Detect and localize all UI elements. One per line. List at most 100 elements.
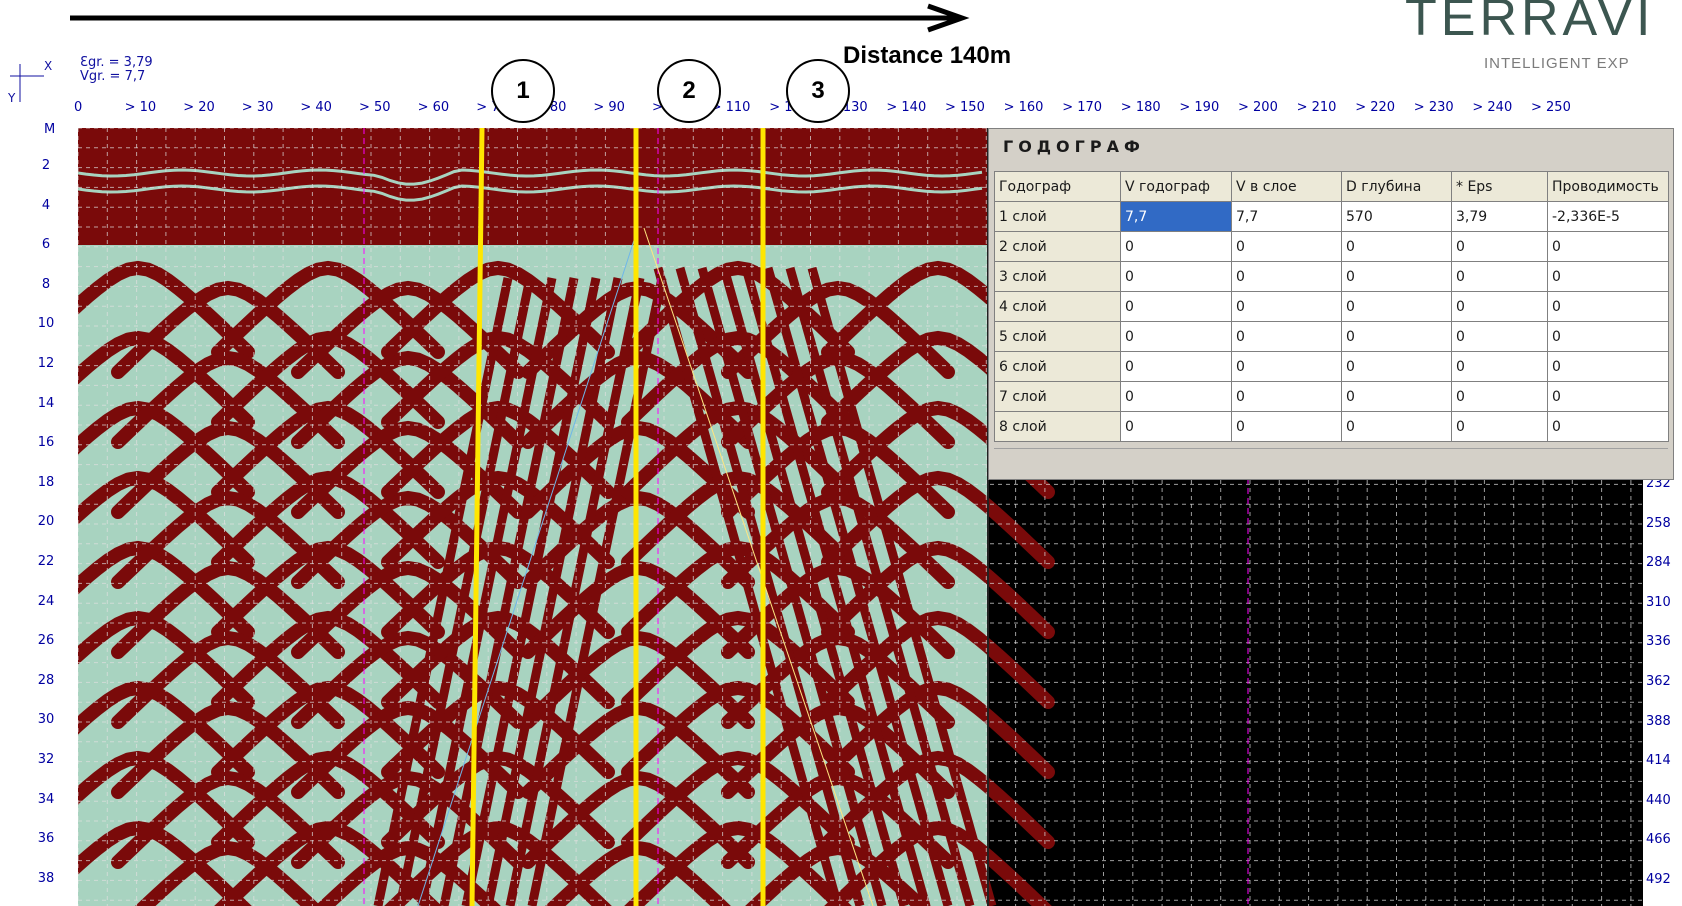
col-header-v-layer[interactable]: V в слое — [1231, 171, 1342, 202]
table-row[interactable]: 1 слой 7,7 7,7 570 3,79 -2,336E-5 — [994, 201, 1669, 232]
x-tick-label: > 110 — [710, 100, 751, 115]
x-tick-label: > 180 — [1120, 100, 1161, 115]
marker-3[interactable]: 3 — [786, 59, 850, 123]
cell-eps[interactable]: 0 — [1451, 351, 1548, 382]
table-row[interactable]: 6 слой 0 0 0 0 0 — [994, 351, 1669, 382]
right-tick-label: 284 — [1646, 555, 1671, 571]
right-tick-label: 310 — [1646, 594, 1671, 610]
cell-depth[interactable]: 0 — [1341, 321, 1452, 352]
cell-eps[interactable]: 0 — [1451, 291, 1548, 322]
cell-v-godograf[interactable]: 0 — [1120, 291, 1232, 322]
cell-v-godograf[interactable]: 0 — [1120, 321, 1232, 352]
cell-layer: 6 слой — [994, 351, 1121, 382]
eps-param: Ɛgr. = 3,79 — [80, 55, 153, 70]
cell-eps[interactable]: 0 — [1451, 381, 1548, 412]
cell-eps[interactable]: 0 — [1451, 411, 1548, 442]
reflection-arc — [78, 330, 255, 429]
marker-2[interactable]: 2 — [657, 59, 721, 123]
diagonal-stripe — [505, 277, 645, 906]
right-tick-label: 336 — [1646, 634, 1671, 650]
cell-eps[interactable]: 0 — [1451, 321, 1548, 352]
y-tick-label: 32 — [37, 752, 55, 767]
cell-v-godograf[interactable]: 0 — [1120, 381, 1232, 412]
y-tick-label: 22 — [37, 554, 55, 569]
reflection-arc — [821, 750, 1055, 849]
cell-depth[interactable]: 0 — [1341, 291, 1452, 322]
cell-conductivity[interactable]: 0 — [1547, 411, 1669, 442]
cell-layer: 3 слой — [994, 261, 1121, 292]
table-row[interactable]: 4 слой 0 0 0 0 0 — [994, 291, 1669, 322]
x-tick-label: > 30 — [241, 100, 274, 115]
table-row[interactable]: 5 слой 0 0 0 0 0 — [994, 321, 1669, 352]
cell-v-godograf[interactable]: 0 — [1120, 411, 1232, 442]
cell-conductivity[interactable]: 0 — [1547, 291, 1669, 322]
cell-eps[interactable]: 0 — [1451, 231, 1548, 262]
cell-v-layer[interactable]: 0 — [1231, 231, 1342, 262]
cell-depth[interactable]: 0 — [1341, 381, 1452, 412]
reflection-arc — [111, 700, 345, 799]
cell-v-layer[interactable]: 0 — [1231, 261, 1342, 292]
table-row[interactable]: 2 слой 0 0 0 0 0 — [994, 231, 1669, 262]
x-tick-label: > 210 — [1296, 100, 1337, 115]
col-header-v-godograf[interactable]: V годограф — [1120, 171, 1232, 202]
cell-v-layer[interactable]: 0 — [1231, 291, 1342, 322]
marker-1[interactable]: 1 — [491, 59, 555, 123]
y-axis-unit: M — [44, 122, 56, 137]
reflection-arc — [821, 610, 1055, 709]
cell-v-godograf[interactable]: 0 — [1120, 351, 1232, 382]
cell-v-godograf[interactable]: 0 — [1120, 231, 1232, 262]
reflection-arc — [111, 350, 345, 449]
cell-eps[interactable]: 3,79 — [1451, 201, 1548, 232]
cell-v-layer[interactable]: 0 — [1231, 321, 1342, 352]
cell-eps[interactable]: 0 — [1451, 261, 1548, 292]
cell-v-layer[interactable]: 7,7 — [1231, 201, 1342, 232]
x-tick-label: > 170 — [1062, 100, 1103, 115]
table-row[interactable]: 7 слой 0 0 0 0 0 — [994, 381, 1669, 412]
table-row[interactable]: 8 слой 0 0 0 0 0 — [994, 411, 1669, 442]
cell-conductivity[interactable]: 0 — [1547, 381, 1669, 412]
x-tick-label: > 140 — [886, 100, 927, 115]
y-tick-label: 8 — [41, 276, 51, 292]
cell-depth[interactable]: 0 — [1341, 231, 1452, 262]
y-tick-label: 2 — [41, 158, 51, 173]
col-header-eps[interactable]: * Eps — [1451, 171, 1548, 202]
cell-depth[interactable]: 0 — [1341, 351, 1452, 382]
reflection-arc — [78, 750, 255, 849]
x-tick-label: > 40 — [300, 100, 332, 115]
cell-conductivity[interactable]: 0 — [1547, 261, 1669, 292]
cell-depth[interactable]: 0 — [1341, 411, 1452, 442]
table-row[interactable]: 3 слой 0 0 0 0 0 — [994, 261, 1669, 292]
col-header-depth[interactable]: D глубина — [1341, 171, 1452, 202]
cell-conductivity[interactable]: -2,336E-5 — [1547, 201, 1669, 232]
diagonal-stripe — [719, 266, 909, 906]
y-tick-label: 24 — [37, 593, 55, 609]
x-tick-label: > 20 — [183, 100, 215, 115]
distance-label: Distance 140m — [843, 42, 1012, 69]
right-tick-label: 414 — [1646, 753, 1671, 769]
diagonal-stripe — [675, 266, 865, 906]
y-tick-label: 4 — [41, 197, 51, 213]
y-tick-label: 26 — [37, 633, 55, 649]
axis-orientation-icon: X Y — [8, 59, 52, 105]
cell-layer: 7 слой — [994, 381, 1121, 412]
cell-v-godograf[interactable]: 7,7 — [1120, 201, 1232, 232]
diagonal-stripe — [763, 266, 953, 906]
cell-v-layer[interactable]: 0 — [1231, 381, 1342, 412]
col-header-godograf[interactable]: Годограф — [994, 171, 1121, 202]
reflection-arc — [381, 260, 615, 359]
cell-depth[interactable]: 0 — [1341, 261, 1452, 292]
cell-conductivity[interactable]: 0 — [1547, 231, 1669, 262]
col-header-conductivity[interactable]: Проводимость — [1547, 171, 1669, 202]
cell-v-godograf[interactable]: 0 — [1120, 261, 1232, 292]
cell-v-layer[interactable]: 0 — [1231, 351, 1342, 382]
cell-conductivity[interactable]: 0 — [1547, 321, 1669, 352]
y-tick-label: 6 — [41, 237, 51, 253]
cell-layer: 1 слой — [994, 201, 1121, 232]
cell-v-layer[interactable]: 0 — [1231, 411, 1342, 442]
x-tick-label: > 190 — [1179, 100, 1220, 115]
cell-conductivity[interactable]: 0 — [1547, 351, 1669, 382]
cell-depth[interactable]: 570 — [1341, 201, 1452, 232]
x-tick-label: > 230 — [1413, 100, 1454, 115]
brand-tagline: INTELLIGENT EXP — [1484, 55, 1630, 72]
reflection-arc — [621, 330, 855, 429]
